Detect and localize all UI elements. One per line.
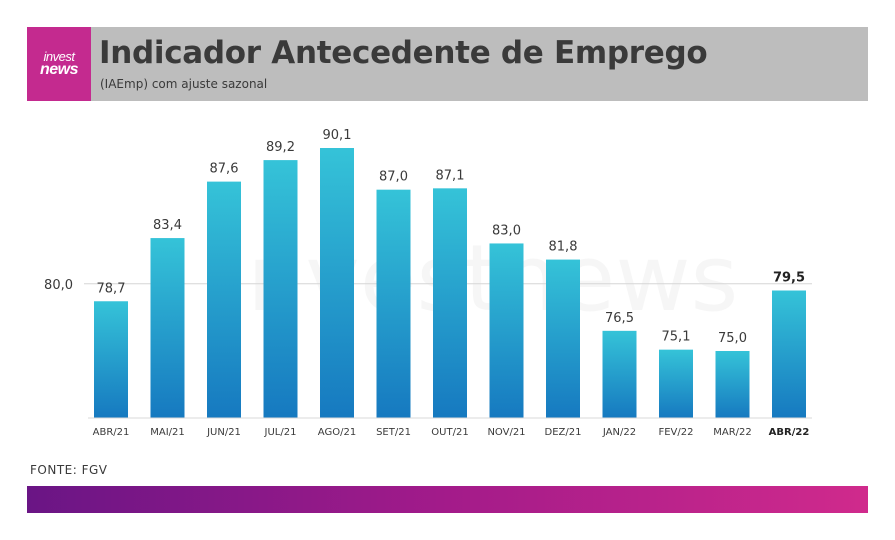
value-label: 87,1 — [436, 168, 465, 183]
bar-jul-21 — [263, 160, 298, 418]
source-note: FONTE: FGV — [30, 463, 108, 477]
chart-title: Indicador Antecedente de Emprego — [99, 35, 708, 71]
value-label: 83,4 — [153, 218, 182, 233]
value-label: 78,7 — [97, 281, 126, 296]
bar-set-21 — [376, 189, 411, 418]
bar-mai-21 — [150, 238, 185, 418]
value-label: 89,2 — [266, 140, 295, 155]
bar-ago-21 — [320, 148, 354, 418]
chart-subtitle: (IAEmp) com ajuste sazonal — [100, 77, 268, 91]
category-label: ABR/22 — [769, 427, 810, 438]
value-label: 87,6 — [210, 162, 239, 177]
value-label: 75,0 — [718, 331, 747, 346]
reference-line-label: 80,0 — [44, 278, 73, 293]
category-label: DEZ/21 — [545, 427, 582, 438]
category-label: MAI/21 — [150, 427, 185, 438]
bar-chart: investnews 80,0 78,7 ABR/21 83,4 MAI/21 87,6… — [44, 128, 812, 438]
bar-jun-21 — [207, 181, 241, 418]
logo-line-2: news — [39, 60, 79, 78]
category-label: OUT/21 — [431, 427, 468, 438]
bar-fev-22 — [659, 349, 693, 418]
bar-out-21 — [433, 188, 467, 418]
category-label: NOV/21 — [487, 427, 525, 438]
category-label: ABR/21 — [93, 427, 130, 438]
value-label: 90,1 — [323, 128, 352, 143]
bar-jan-22 — [602, 330, 637, 418]
category-label: FEV/22 — [658, 427, 693, 438]
value-label: 79,5 — [773, 271, 805, 286]
category-label: JUN/21 — [206, 427, 241, 438]
value-label: 75,1 — [662, 330, 691, 345]
category-label: SET/21 — [376, 427, 411, 438]
value-label: 83,0 — [492, 223, 521, 238]
category-label: AGO/21 — [318, 427, 356, 438]
value-label: 76,5 — [605, 311, 634, 326]
category-label: JUL/21 — [264, 427, 297, 438]
header-banner: invest news Indicador Antecedente de Emp… — [27, 27, 868, 101]
value-label: 81,8 — [549, 240, 578, 255]
bar-dez-21 — [546, 259, 580, 418]
logo-line-1: invest — [43, 48, 75, 64]
value-label: 87,0 — [379, 170, 408, 185]
bar-mar-22 — [715, 351, 750, 418]
bar-abr-22 — [772, 290, 806, 418]
category-label: MAR/22 — [713, 427, 752, 438]
bottom-gradient-bar — [27, 486, 868, 513]
bar-abr-21 — [94, 301, 128, 418]
bar-nov-21 — [489, 243, 524, 418]
investnews-logo: invest news — [27, 27, 91, 101]
watermark: investnews — [221, 225, 738, 332]
category-label: JAN/22 — [602, 427, 636, 438]
